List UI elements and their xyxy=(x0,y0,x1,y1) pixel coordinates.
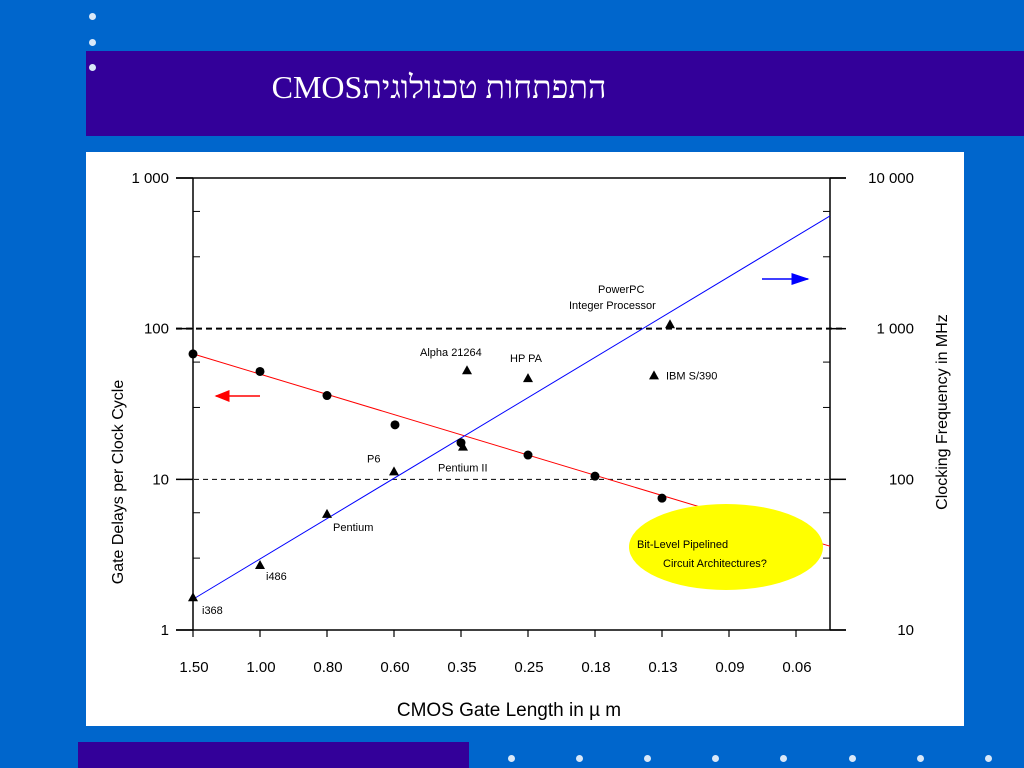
footer-dot-3 xyxy=(644,755,651,762)
point-triangle xyxy=(665,319,675,329)
callout-line-1: Bit-Level Pipelined xyxy=(637,539,728,551)
point-triangle xyxy=(188,592,198,602)
point-label: i368 xyxy=(202,605,223,617)
point-circle xyxy=(657,493,667,503)
data-points xyxy=(188,319,675,602)
point-triangle xyxy=(523,373,533,383)
point-label: P6 xyxy=(367,453,380,465)
footer-band xyxy=(78,742,469,768)
x-tick-label: 0.13 xyxy=(648,659,677,676)
x-tick-label: 0.06 xyxy=(782,659,811,676)
point-label: PowerPC Integer Processor xyxy=(569,284,656,312)
x-tick-label: 0.18 xyxy=(581,659,610,676)
point-label: HP PA xyxy=(510,353,543,365)
point-labels: i368 i486 Pentium P6 Pentium II Alpha 21264 HP… xyxy=(202,284,717,617)
point-circle xyxy=(590,471,600,481)
footer-dot-5 xyxy=(780,755,787,762)
x-tick-label: 0.35 xyxy=(447,659,476,676)
chart-panel: i368 i486 Pentium P6 Pentium II Alpha 21264 HP… xyxy=(86,152,964,726)
point-circle xyxy=(390,420,400,430)
x-tick-label: 0.25 xyxy=(514,659,543,676)
footer-dot-1 xyxy=(508,755,515,762)
point-circle xyxy=(188,349,198,359)
point-label: Pentium II xyxy=(438,463,488,475)
y-tick-label: 10 xyxy=(152,471,169,488)
point-triangle xyxy=(462,365,472,375)
x-tick-label: 0.80 xyxy=(313,659,342,676)
y2-axis-title: Clocking Frequency in MHz xyxy=(934,314,951,510)
decor-dot-2 xyxy=(89,39,96,46)
y-tick-label: 100 xyxy=(144,321,169,338)
footer-dot-6 xyxy=(849,755,856,762)
point-label: i486 xyxy=(266,571,287,583)
y2-tick-label: 100 xyxy=(889,471,914,488)
point-circle xyxy=(322,391,332,401)
x-tick-label: 1.00 xyxy=(246,659,275,676)
point-circle xyxy=(255,366,265,376)
point-label: Pentium xyxy=(333,522,373,534)
footer-dot-4 xyxy=(712,755,719,762)
point-circle xyxy=(523,450,533,460)
footer-dot-8 xyxy=(985,755,992,762)
point-label: Alpha 21264 xyxy=(420,347,482,359)
y-axis-title: Gate Delays per Clock Cycle xyxy=(110,380,127,585)
point-triangle xyxy=(322,508,332,518)
y-tick-label: 1 xyxy=(161,622,169,639)
x-axis-title: CMOS Gate Length in µ m xyxy=(397,700,621,721)
footer-dot-7 xyxy=(917,755,924,762)
y2-tick-label: 1 000 xyxy=(876,321,914,338)
callout-ellipse xyxy=(629,504,823,590)
y-tick-label: 1 000 xyxy=(131,170,169,187)
plot-frame xyxy=(176,177,846,631)
reference-lines xyxy=(176,327,846,480)
point-label: IBM S/390 xyxy=(666,370,717,382)
x-tick-label: 0.60 xyxy=(380,659,409,676)
decor-dot-3 xyxy=(89,64,96,71)
y2-tick-label: 10 xyxy=(897,622,914,639)
point-triangle xyxy=(458,441,468,451)
slide-title: התפתחות טכנולוגיתCMOS xyxy=(271,69,607,105)
x-tick-label: 0.09 xyxy=(715,659,744,676)
trend-line-2 xyxy=(192,215,831,600)
y2-tick-label: 10 000 xyxy=(868,170,914,187)
chart: i368 i486 Pentium P6 Pentium II Alpha 21264 HP… xyxy=(110,170,951,721)
point-triangle xyxy=(649,370,659,380)
point-triangle xyxy=(255,560,265,570)
x-tick-label: 1.50 xyxy=(179,659,208,676)
callout-line-2: Circuit Architectures? xyxy=(663,558,767,570)
decor-dot-1 xyxy=(89,13,96,20)
title-band xyxy=(86,51,1024,136)
axis-ticks: 1 10 100 1 000 10 100 1 000 10 000 1.50 1.00 0.80 0… xyxy=(131,170,914,676)
point-triangle xyxy=(389,466,399,476)
footer-dot-2 xyxy=(576,755,583,762)
